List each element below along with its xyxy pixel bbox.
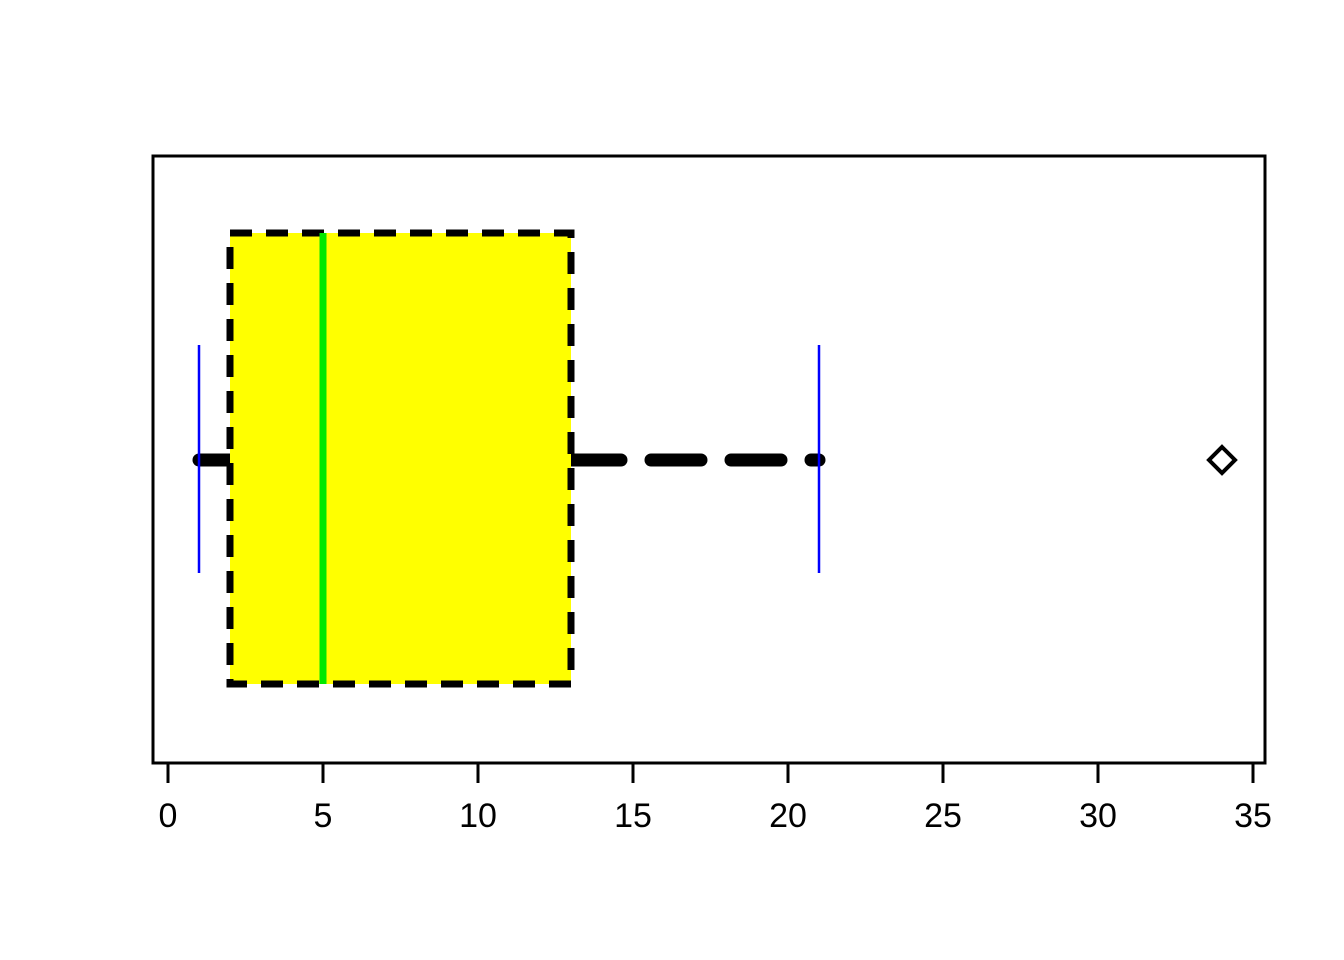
x-axis: 0 5 10 15 20 25 30 35 (159, 761, 1272, 835)
box-body-fill (230, 233, 571, 684)
x-axis-tick-label: 20 (769, 797, 807, 835)
box-group (192, 229, 1238, 688)
outlier-group (1206, 444, 1238, 476)
x-axis-tick-label: 5 (314, 797, 333, 835)
x-axis-tick-label: 35 (1234, 797, 1272, 835)
x-axis-tick-label: 0 (159, 797, 178, 835)
x-axis-ticks (166, 763, 1255, 783)
x-axis-tick-label: 15 (614, 797, 652, 835)
outlier-marker (1206, 444, 1238, 476)
x-axis-tick-label: 30 (1079, 797, 1117, 835)
x-axis-tick-label: 10 (459, 797, 497, 835)
x-axis-tick-label: 25 (924, 797, 962, 835)
x-axis-tick-labels: 0 5 10 15 20 25 30 35 (159, 797, 1272, 835)
